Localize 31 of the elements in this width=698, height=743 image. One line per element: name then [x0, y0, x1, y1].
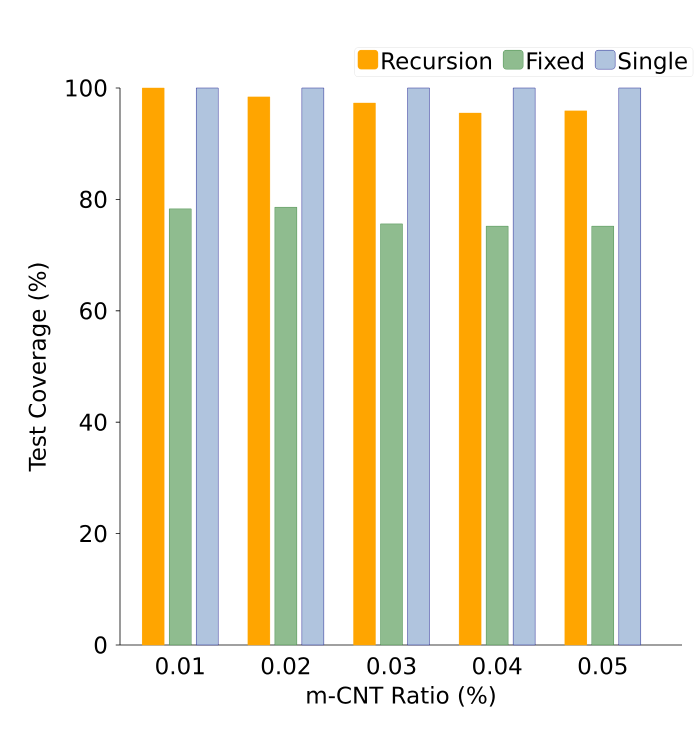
y-tick-label: 60	[80, 302, 106, 320]
bar	[592, 226, 614, 646]
y-tick-label: 80	[80, 190, 106, 208]
bar	[486, 226, 508, 646]
bar	[458, 112, 482, 646]
y-tick-label: 20	[80, 524, 106, 542]
x-tick-label: 0.01	[156, 657, 204, 675]
bar	[380, 224, 403, 646]
bar	[274, 206, 298, 646]
bar	[248, 96, 270, 646]
y-tick-label: 100	[66, 79, 106, 97]
y-tick-label: 40	[80, 413, 106, 431]
bar	[142, 88, 164, 646]
bar	[196, 88, 218, 646]
bar	[512, 88, 536, 646]
x-tick-label: 0.02	[262, 657, 310, 675]
y-tick-label: 0	[94, 636, 106, 654]
bar	[407, 88, 430, 646]
bar	[169, 208, 192, 646]
legend-label: Fixed	[528, 52, 583, 70]
x-tick-label: 0.04	[473, 657, 522, 675]
y-axis-title: Test Coverage (%)	[28, 264, 50, 472]
legend-label: Single	[618, 52, 687, 74]
bar	[618, 88, 641, 646]
x-axis-title: m-CNT Ratio (%)	[307, 686, 495, 707]
bar	[353, 102, 376, 646]
x-tick-label: 0.05	[578, 657, 626, 675]
bar	[302, 88, 324, 646]
x-tick-label: 0.03	[367, 657, 416, 675]
bar	[564, 110, 587, 646]
legend-label: Recursion	[382, 52, 492, 70]
